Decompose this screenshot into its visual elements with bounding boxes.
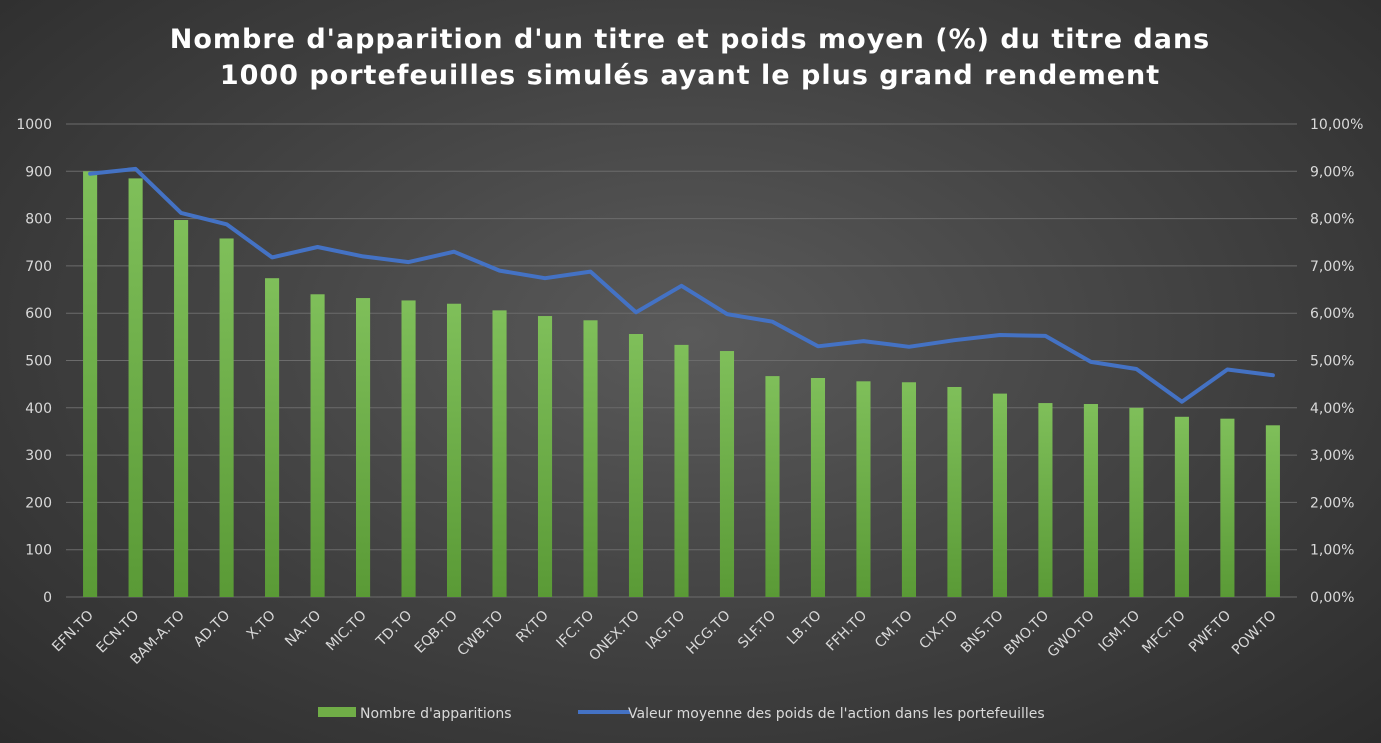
x-tick-label: MIC.TO <box>323 608 370 655</box>
y-right-tick-label: 2,00% <box>1310 495 1354 511</box>
bar <box>128 178 143 597</box>
bar <box>719 351 735 597</box>
x-tick-label: AD.TO <box>191 608 234 651</box>
bar <box>537 316 553 597</box>
bar <box>1265 425 1280 597</box>
x-tick-label: IFC.TO <box>554 608 598 652</box>
y-left-tick-label: 700 <box>25 259 52 275</box>
bar <box>765 376 780 597</box>
x-tick-label: MFC.TO <box>1139 608 1188 657</box>
y-left-tick-label: 0 <box>43 590 52 606</box>
bar <box>856 381 871 597</box>
y-left-tick-label: 600 <box>25 306 52 322</box>
x-tick-label: GWO.TO <box>1045 608 1098 661</box>
legend-swatch-bars <box>318 707 356 717</box>
x-tick-label: IGM.TO <box>1096 608 1143 655</box>
x-tick-label: ONEX.TO <box>586 608 643 665</box>
y-right-tick-label: 6,00% <box>1310 306 1354 322</box>
y-right-tick-label: 3,00% <box>1310 448 1354 464</box>
bar <box>174 220 189 598</box>
line-series <box>88 166 1275 404</box>
y-right-tick-label: 7,00% <box>1310 259 1354 275</box>
bar <box>492 310 507 597</box>
legend-label-line: Valeur moyenne des poids de l'action dan… <box>628 706 1045 722</box>
x-tick-label: HCG.TO <box>683 608 733 658</box>
y-left-tick-label: 200 <box>25 495 52 511</box>
bar <box>674 344 689 597</box>
bar <box>401 300 416 597</box>
y-right-tick-label: 1,00% <box>1310 543 1354 559</box>
bar <box>1083 404 1098 597</box>
y-right-tick-label: 0,00% <box>1310 590 1354 606</box>
y-left-tick-label: 100 <box>25 543 52 559</box>
chart-title-line: Nombre d'apparition d'un titre et poids … <box>170 24 1211 55</box>
bar <box>810 378 826 597</box>
bar <box>583 320 598 597</box>
chart-title-line: 1000 portefeuilles simulés ayant le plus… <box>220 60 1160 91</box>
bar <box>901 382 917 597</box>
x-tick-label: BMO.TO <box>1001 608 1052 659</box>
x-tick-label: CWB.TO <box>455 608 507 660</box>
x-tick-label: X.TO <box>244 608 279 643</box>
x-tick-label: FFH.TO <box>823 608 870 655</box>
x-tick-label: RY.TO <box>513 608 552 647</box>
bar <box>310 294 325 597</box>
bar <box>265 278 280 597</box>
x-tick-label: CM.TO <box>872 608 916 652</box>
bar <box>219 238 234 597</box>
legend-label-bars: Nombre d'apparitions <box>360 706 512 722</box>
bar <box>628 334 644 597</box>
y-left-tick-label: 400 <box>25 401 52 417</box>
y-left-tick-label: 800 <box>25 212 52 228</box>
y-right-tick-label: 9,00% <box>1310 164 1354 180</box>
y-left-tick-label: 1000 <box>16 117 52 133</box>
x-tick-label: SLF.TO <box>735 608 779 652</box>
x-tick-label: POW.TO <box>1229 608 1280 659</box>
x-tick-label: LB.TO <box>784 608 825 649</box>
y-right-tick-label: 4,00% <box>1310 401 1354 417</box>
x-tick-label: CIX.TO <box>916 608 961 653</box>
x-tick-label: EFN.TO <box>49 608 97 656</box>
y-right-tick-label: 10,00% <box>1310 117 1363 133</box>
x-tick-label: TD.TO <box>373 608 416 651</box>
bar <box>83 171 98 598</box>
bar <box>1220 418 1235 597</box>
bar <box>1174 416 1189 597</box>
x-tick-label: IAG.TO <box>643 608 688 653</box>
y-left-tick-label: 300 <box>25 448 52 464</box>
bar <box>1129 407 1144 597</box>
bar <box>947 386 962 597</box>
x-tick-label: EQB.TO <box>412 608 461 657</box>
bar <box>356 298 371 597</box>
y-left-tick-label: 500 <box>25 354 52 370</box>
bar <box>446 303 462 597</box>
x-tick-label: BNS.TO <box>958 608 1007 657</box>
bar <box>992 393 1007 597</box>
y-right-tick-label: 8,00% <box>1310 212 1354 228</box>
bar <box>1038 403 1053 597</box>
y-right-tick-label: 5,00% <box>1310 354 1354 370</box>
x-tick-label: PWF.TO <box>1186 608 1234 656</box>
y-left-tick-label: 900 <box>25 164 52 180</box>
x-tick-label: NA.TO <box>282 608 324 650</box>
